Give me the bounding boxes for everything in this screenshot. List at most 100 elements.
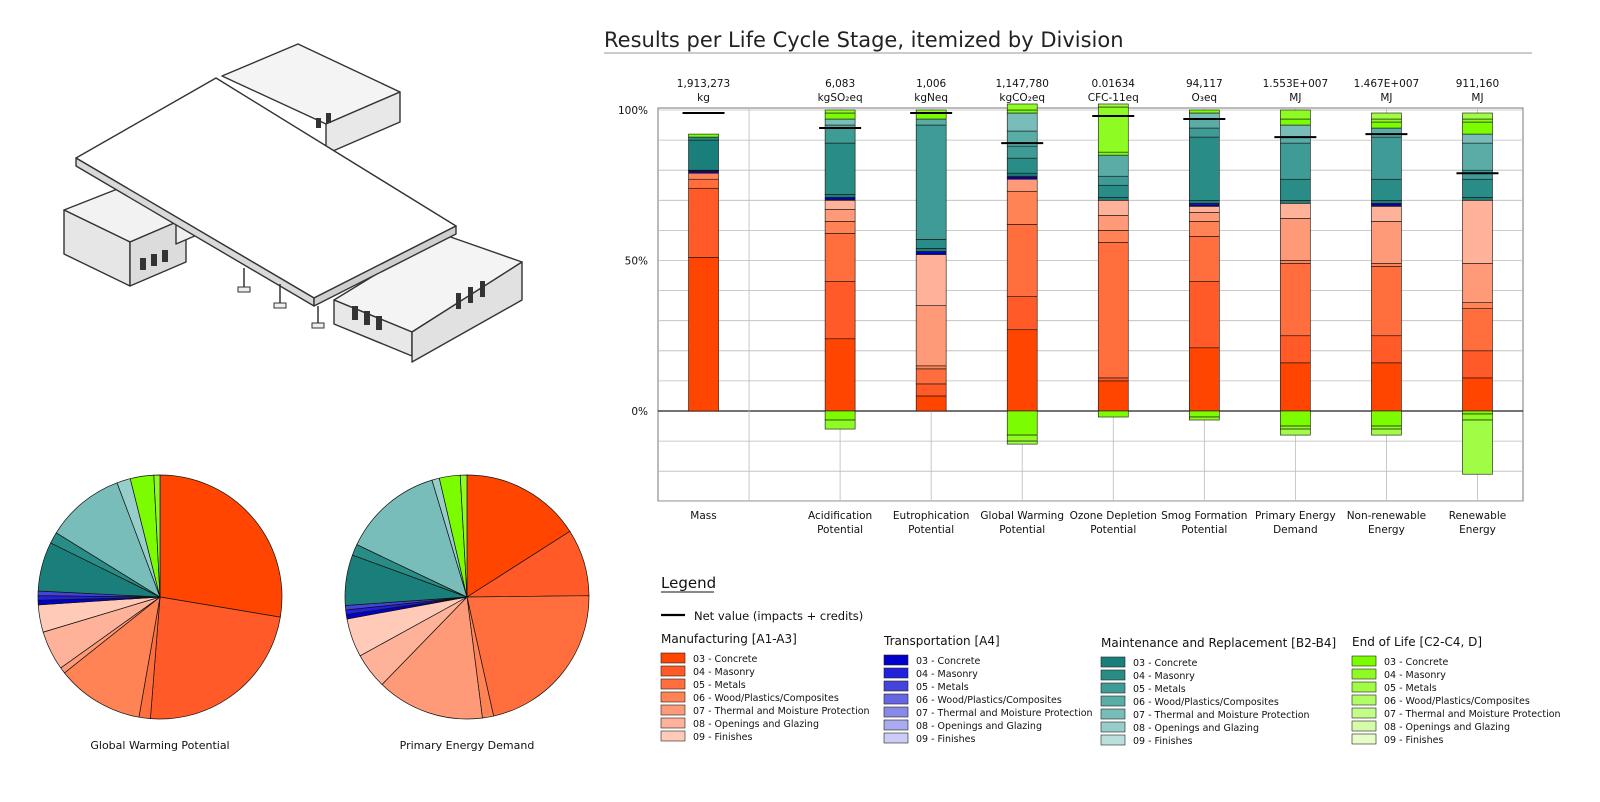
legend-swatch — [1100, 734, 1126, 746]
bar-negative-segment-end_of_life-03-concrete — [1371, 410, 1402, 427]
x-category-label: Eutrophication — [893, 510, 969, 522]
legend-group-title: End of Life [C2-C4, D] — [1352, 635, 1482, 649]
bar-segment-manufacturing-07-thermal-and-moisture-protection — [1097, 215, 1129, 231]
bar-negative-segment-end_of_life-05-metals — [1371, 428, 1402, 436]
legend-item-label: 07 - Thermal and Moisture Protection — [916, 708, 1093, 719]
bar-segment-manufacturing-05-metals — [1006, 224, 1038, 297]
bar-segment-manufacturing-07-thermal-and-moisture-protection — [1462, 263, 1493, 303]
bar-total-unit: kg — [697, 92, 710, 104]
legend-swatch — [883, 654, 909, 666]
bar-total-unit: O₃eq — [1192, 92, 1218, 104]
pie-slice-manufacturing-03-concrete — [466, 474, 571, 598]
bar-segment-maintenance-04-masonry — [1189, 136, 1220, 201]
bar-segment-end_of_life-04-masonry — [1097, 106, 1129, 153]
bar-segment-end_of_life-03-concrete — [1189, 109, 1220, 114]
right-wing-window — [456, 293, 461, 309]
bar-segment-manufacturing-03-concrete — [824, 338, 856, 412]
y-tick-label: 100% — [618, 105, 648, 117]
bar-total-unit: kgCO₂eq — [999, 92, 1045, 104]
legend-swatch — [1351, 720, 1377, 732]
bar-total-unit: CFC-11eq — [1088, 92, 1139, 104]
bar-segment-manufacturing-07-thermal-and-moisture-protection — [1189, 212, 1220, 222]
column-base — [311, 322, 325, 329]
bar-segment-end_of_life-04-masonry — [1462, 118, 1493, 123]
bar-negative-segment-end_of_life-04-masonry — [1189, 416, 1220, 421]
bar-segment-maintenance-05-metals — [1280, 142, 1311, 180]
legend-swatch — [660, 717, 686, 729]
x-category-label: Ozone Depletion — [1070, 510, 1157, 522]
bar-negative-segment-end_of_life-05-metals — [1006, 440, 1038, 445]
right-wing-window — [468, 287, 473, 303]
stacked-bar — [1365, 112, 1408, 436]
bar-total-value: 1,913,273 — [677, 78, 730, 90]
bar-segment-maintenance-07-thermal-and-moisture-protection — [1006, 112, 1038, 132]
legend-item-label: 04 - Masonry — [916, 669, 978, 680]
right-wing-window — [480, 281, 485, 297]
left-wing-window — [151, 254, 157, 266]
bar-total-value: 1,006 — [916, 78, 946, 90]
bar-negative-segment-end_of_life-04-masonry — [1462, 413, 1493, 421]
bar-segment-manufacturing-06-wood-plastics-composites — [1280, 260, 1311, 264]
bar-negative-segment-end_of_life-05-metals — [1462, 419, 1493, 475]
bar-segment-manufacturing-08-openings-and-glazing — [1189, 206, 1220, 213]
bar-segment-manufacturing-04-masonry — [824, 281, 856, 340]
main-roof-edge-side — [313, 225, 457, 307]
stacked-bar — [910, 109, 953, 412]
bar-segment-manufacturing-03-concrete — [688, 257, 719, 412]
legend-item-label: 09 - Finishes — [693, 732, 752, 743]
legend-item-label: 07 - Thermal and Moisture Protection — [1384, 709, 1561, 720]
bar-segment-manufacturing-08-openings-and-glazing — [824, 200, 856, 210]
bar-segment-manufacturing-05-metals — [1280, 263, 1311, 337]
bar-segment-maintenance-06-wood-plastics-composites — [915, 118, 947, 126]
y-tick-label: 50% — [625, 256, 648, 268]
x-category-label: Non-renewable — [1347, 510, 1426, 522]
bar-segment-maintenance-03-concrete — [824, 193, 856, 198]
bar-segment-end_of_life-05-metals — [1097, 103, 1129, 108]
bar-total-value: 6,083 — [825, 78, 855, 90]
legend-swatch — [1351, 668, 1377, 680]
bar-segment-end_of_life-05-metals — [1462, 112, 1493, 120]
legend-item-label: 09 - Finishes — [1133, 736, 1192, 747]
bar-segment-end_of_life-04-masonry — [824, 109, 856, 114]
legend-swatch — [1100, 656, 1126, 668]
bar-segment-maintenance-03-concrete — [688, 139, 719, 171]
legend: Legend Net value (impacts + credits) Man… — [660, 574, 1561, 747]
pie-slice-end_of_life-04-masonry — [459, 474, 468, 598]
legend-swatch — [660, 665, 686, 677]
bar-segment-transportation-03-concrete — [915, 251, 947, 255]
bar-segment-maintenance-05-metals — [824, 127, 856, 144]
bar-negative-segment-end_of_life-03-concrete — [1189, 410, 1220, 418]
building-isometric-illustration — [63, 43, 523, 363]
bar-segment-manufacturing-06-wood-plastics-composites — [915, 365, 947, 370]
bar-segment-manufacturing-05-metals — [915, 368, 947, 385]
bar-segment-manufacturing-03-concrete — [1371, 362, 1402, 412]
legend-item-label: 06 - Wood/Plastics/Composites — [1133, 697, 1279, 708]
bar-segment-end_of_life-03-concrete — [688, 133, 719, 138]
legend-group-title: Maintenance and Replacement [B2-B4] — [1101, 636, 1336, 650]
legend-swatch — [1351, 655, 1377, 667]
bar-total-unit: MJ — [1289, 92, 1301, 104]
bar-segment-manufacturing-07-thermal-and-moisture-protection — [915, 305, 947, 367]
bar-segment-manufacturing-08-openings-and-glazing — [915, 254, 947, 306]
legend-item-label: 08 - Openings and Glazing — [1133, 723, 1259, 734]
legend-swatch — [660, 691, 686, 703]
bar-total-value: 911,160 — [1456, 78, 1499, 90]
legend-swatch — [883, 667, 909, 679]
bar-segment-manufacturing-08-openings-and-glazing — [1462, 200, 1493, 264]
net-value-label: Net value (impacts + credits) — [694, 609, 863, 623]
x-category-label: Primary Energy — [1255, 510, 1336, 522]
bar-segment-end_of_life-03-concrete — [824, 112, 856, 120]
left-wing-window — [162, 250, 168, 262]
bar-negative-segment-end_of_life-04-masonry — [1006, 434, 1038, 442]
legend-group-title: Manufacturing [A1-A3] — [661, 632, 797, 646]
stacked-bar — [1001, 103, 1044, 445]
legend-group-maintenance: Maintenance and Replacement [B2-B4] 03 - … — [1100, 636, 1336, 747]
bar-segment-manufacturing-05-metals — [1371, 266, 1402, 337]
right-wing-window — [376, 316, 382, 330]
legend-swatch — [883, 732, 909, 744]
bar-segment-manufacturing-04-masonry — [688, 187, 719, 258]
legend-swatch — [1100, 708, 1126, 720]
bar-total-unit: MJ — [1471, 92, 1483, 104]
bar-segment-end_of_life-04-masonry — [1280, 109, 1311, 120]
